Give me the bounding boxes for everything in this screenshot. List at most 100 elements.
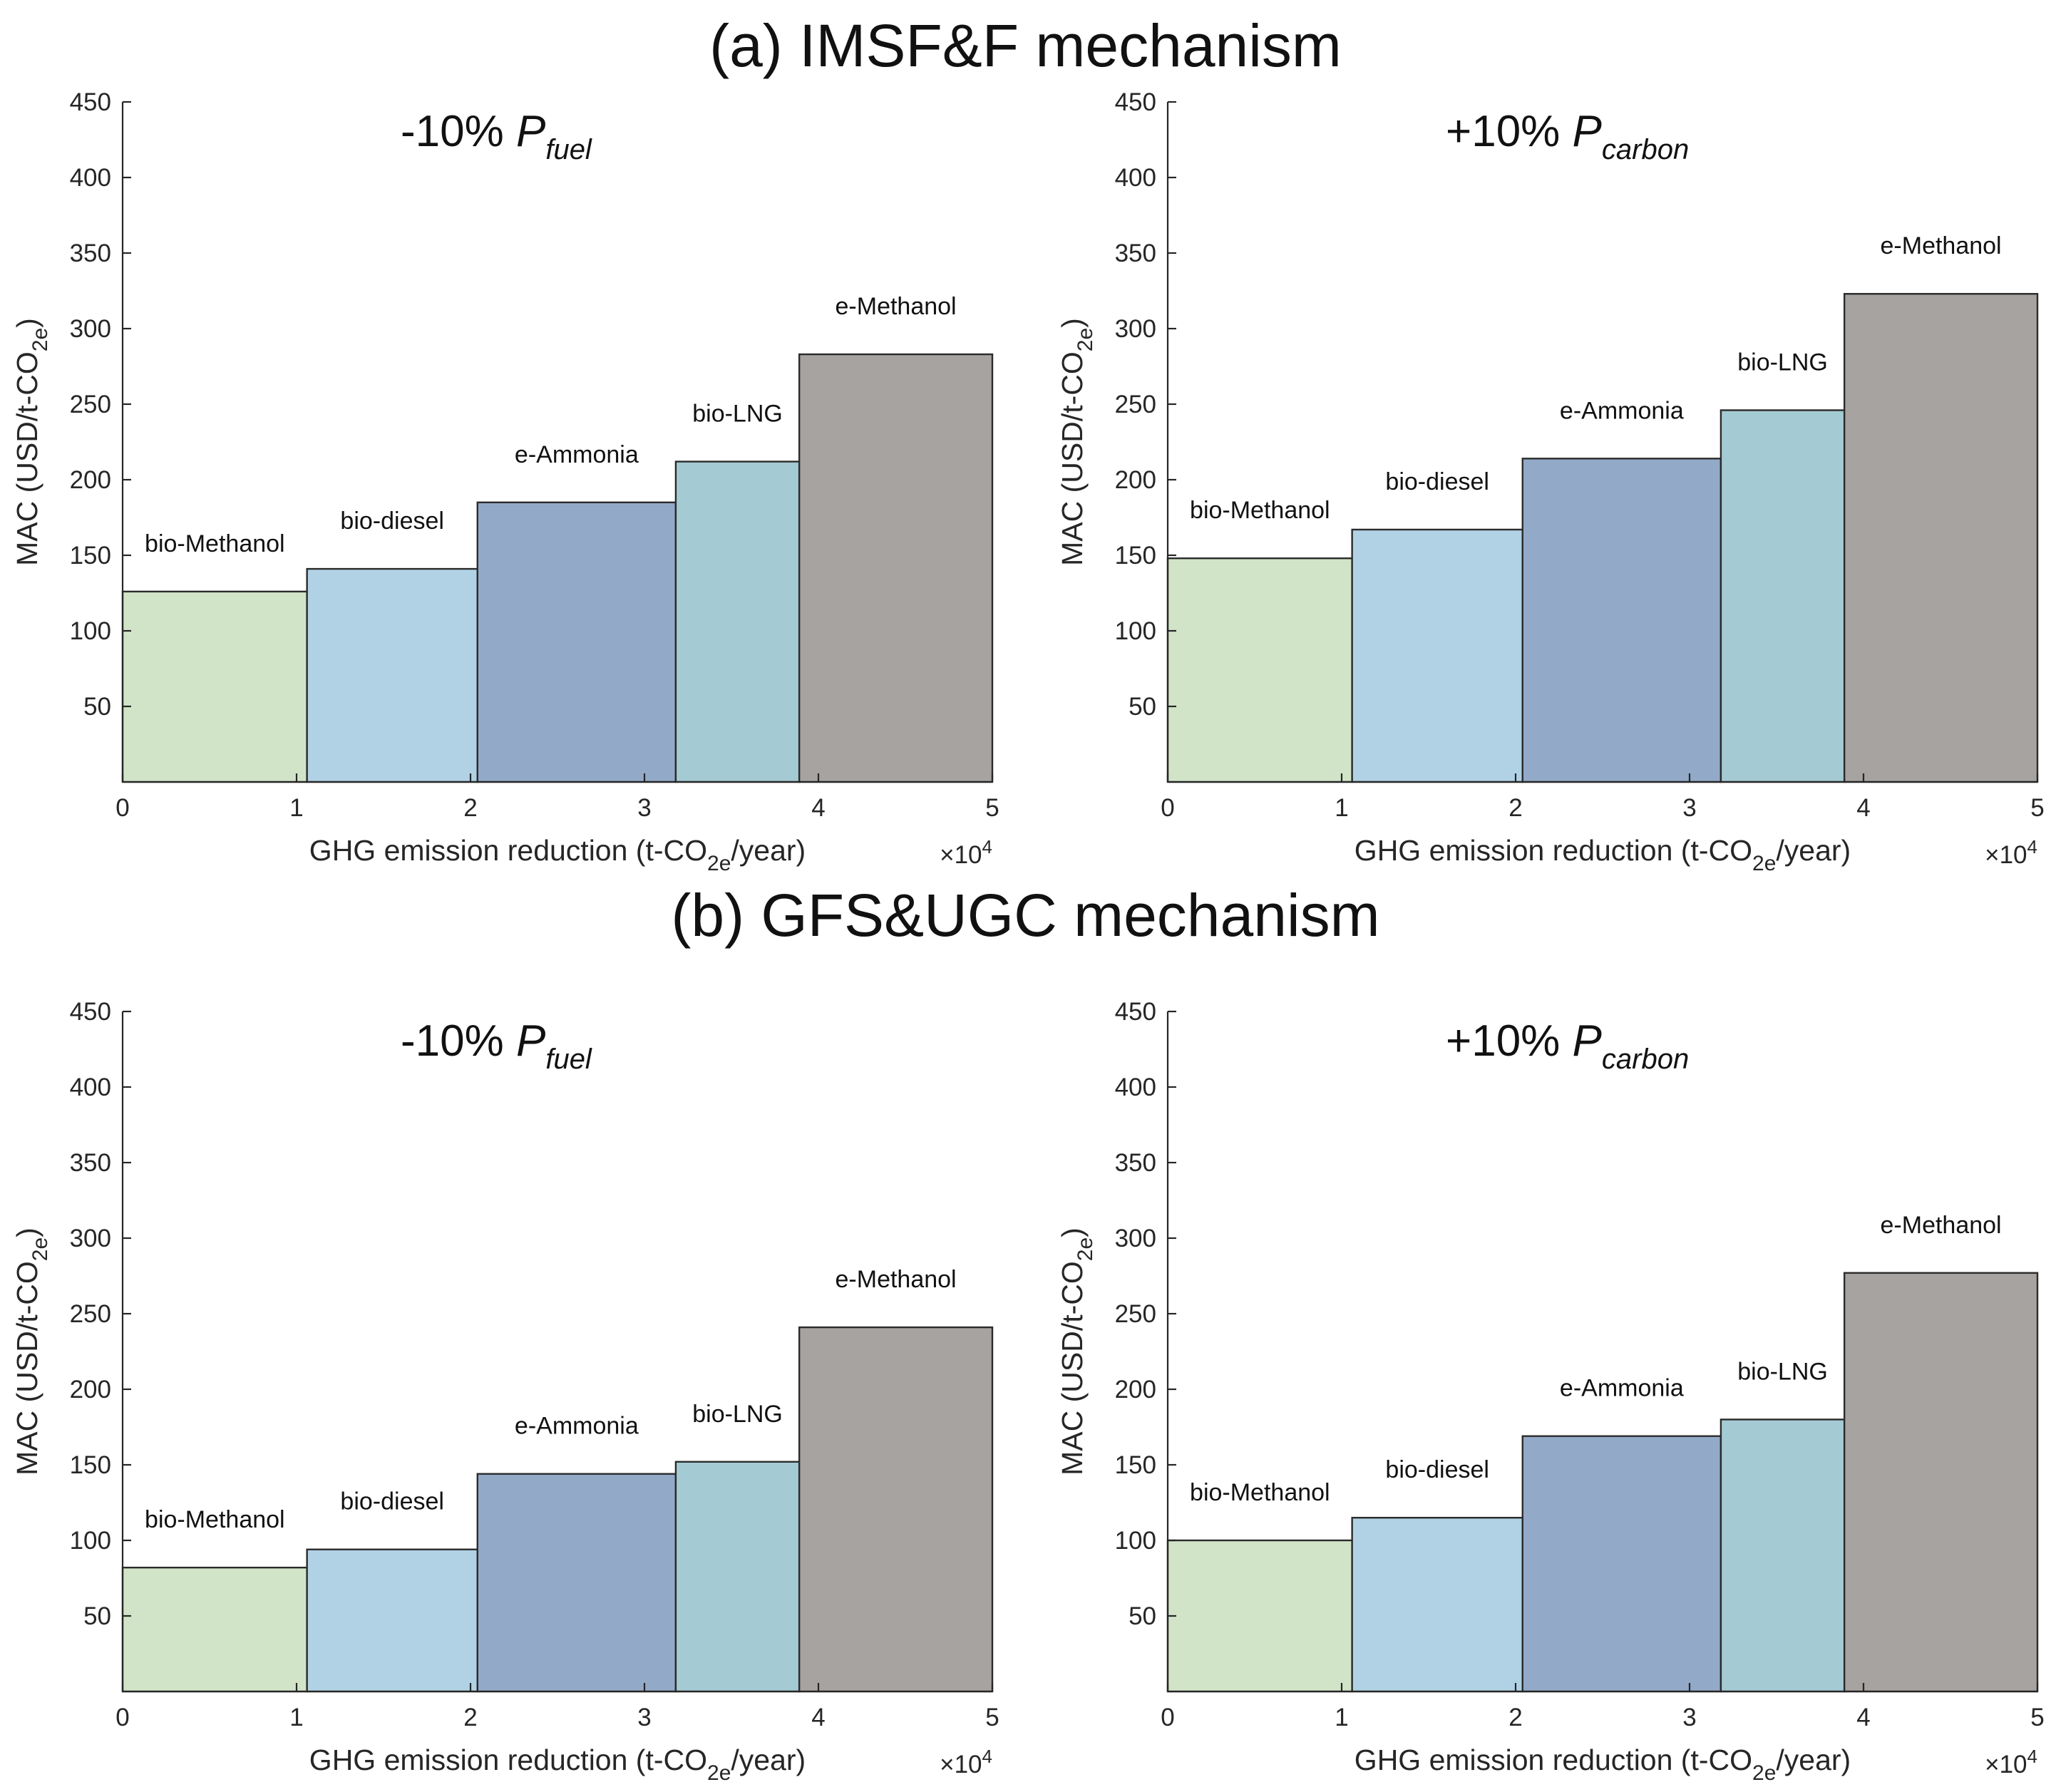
x-axis-label: GHG emission reduction (t-CO2e/year): [1355, 834, 1851, 875]
y-tick-label: 400: [1115, 1073, 1156, 1101]
chart-panel-4: bio-Methanol bio-diesel e-Ammonia bio-LNG e-…: [1056, 998, 2045, 1785]
bar-e-methanol: [1843, 1272, 2039, 1693]
x-tick-label: 0: [115, 794, 129, 822]
y-tick-label: 450: [70, 88, 111, 116]
bar-e-methanol: [798, 353, 994, 783]
x-tick-label: 4: [1856, 1704, 1870, 1731]
x-tick-label: 5: [2030, 794, 2044, 822]
x-tick-label: 3: [1682, 794, 1696, 822]
chart-panel-3: bio-Methanol bio-diesel e-Ammonia bio-LNG e-…: [11, 998, 999, 1785]
bar-bio-lng: [674, 1461, 801, 1693]
bar-label-e-ammonia: e-Ammonia: [1560, 397, 1684, 424]
x-tick-label: 1: [289, 1704, 303, 1731]
bar-bio-methanol: [1166, 557, 1353, 783]
bar-label-bio-methanol: bio-Methanol: [145, 530, 285, 557]
bar-bio-lng: [1720, 1418, 1846, 1693]
x-tick-label: 2: [463, 794, 477, 822]
x-tick-label: 4: [811, 1704, 825, 1731]
bar-bio-lng: [1720, 409, 1846, 783]
bar-label-bio-lng: bio-LNG: [692, 1401, 783, 1428]
chart-panel-1: bio-Methanol bio-diesel e-Ammonia bio-LNG e-…: [11, 88, 999, 875]
y-tick-label: 50: [83, 1602, 111, 1630]
y-tick-label: 250: [70, 1300, 111, 1328]
x-tick-label: 1: [1335, 794, 1348, 822]
bar-e-ammonia: [1521, 1435, 1722, 1693]
y-tick-label: 150: [70, 542, 111, 570]
bar-e-ammonia: [476, 1473, 677, 1693]
panel-title: +10% Pcarbon: [1446, 107, 1689, 165]
bar-e-ammonia: [1521, 458, 1722, 783]
bar-label-e-methanol: e-Methanol: [836, 1266, 957, 1293]
section-title-b: (b) GFS&UGC mechanism: [671, 882, 1380, 949]
x-multiplier: ×104: [1985, 1746, 2037, 1778]
bar-bio-diesel: [306, 567, 478, 783]
y-axis-label: MAC (USD/t-CO2e): [11, 318, 52, 566]
y-tick-label: 400: [70, 164, 111, 192]
x-tick-label: 4: [1856, 794, 1870, 822]
bar-label-e-methanol: e-Methanol: [1881, 232, 2002, 259]
y-tick-label: 300: [70, 1225, 111, 1252]
x-tick-label: 0: [1161, 794, 1174, 822]
y-tick-label: 50: [1129, 1602, 1156, 1630]
x-tick-label: 3: [1682, 1704, 1696, 1731]
bar-label-bio-diesel: bio-diesel: [340, 1488, 444, 1515]
bar-label-bio-methanol: bio-Methanol: [1190, 1479, 1330, 1506]
bar-bio-methanol: [121, 1566, 308, 1693]
bar-bio-methanol: [1166, 1539, 1353, 1693]
bar-label-bio-diesel: bio-diesel: [1385, 468, 1489, 495]
y-axis-label: MAC (USD/t-CO2e): [11, 1227, 52, 1476]
bar-bio-diesel: [306, 1548, 478, 1693]
x-tick-label: 3: [637, 794, 651, 822]
bar-label-e-methanol: e-Methanol: [1881, 1212, 2002, 1239]
y-tick-label: 450: [1115, 88, 1156, 116]
y-tick-label: 350: [1115, 240, 1156, 267]
x-multiplier: ×104: [940, 836, 992, 869]
y-tick-label: 100: [70, 1527, 111, 1555]
y-tick-label: 450: [1115, 998, 1156, 1026]
x-multiplier: ×104: [1985, 836, 2037, 869]
bar-label-bio-lng: bio-LNG: [1737, 349, 1828, 376]
y-tick-label: 200: [1115, 466, 1156, 494]
x-tick-label: 4: [811, 794, 825, 822]
x-tick-label: 5: [2030, 1704, 2044, 1731]
panel-title: +10% Pcarbon: [1446, 1016, 1689, 1075]
y-tick-label: 150: [1115, 1451, 1156, 1479]
y-tick-label: 350: [70, 1149, 111, 1177]
y-tick-label: 400: [70, 1073, 111, 1101]
y-tick-label: 100: [1115, 1527, 1156, 1555]
y-tick-label: 50: [83, 693, 111, 721]
bar-label-bio-diesel: bio-diesel: [340, 508, 444, 535]
y-tick-label: 100: [1115, 617, 1156, 645]
bar-label-bio-diesel: bio-diesel: [1385, 1456, 1489, 1483]
y-tick-label: 150: [70, 1451, 111, 1479]
x-tick-label: 2: [1508, 794, 1522, 822]
y-tick-label: 250: [1115, 1300, 1156, 1328]
y-tick-label: 200: [70, 466, 111, 494]
x-tick-label: 2: [463, 1704, 477, 1731]
y-axis-label: MAC (USD/t-CO2e): [1056, 1227, 1097, 1476]
y-tick-label: 300: [1115, 1225, 1156, 1252]
y-axis-label: MAC (USD/t-CO2e): [1056, 318, 1097, 566]
y-tick-label: 250: [70, 391, 111, 418]
y-tick-label: 150: [1115, 542, 1156, 570]
x-multiplier: ×104: [940, 1746, 992, 1778]
bar-label-e-ammonia: e-Ammonia: [515, 441, 639, 468]
x-tick-label: 0: [115, 1704, 129, 1731]
chart-panel-2: bio-Methanol bio-diesel e-Ammonia bio-LNG e-…: [1056, 88, 2045, 875]
y-tick-label: 100: [70, 617, 111, 645]
y-tick-label: 300: [1115, 315, 1156, 343]
y-tick-label: 250: [1115, 391, 1156, 418]
panel-title: -10% Pfuel: [401, 107, 592, 165]
x-tick-label: 5: [985, 794, 999, 822]
bar-bio-diesel: [1351, 1516, 1523, 1693]
section-title-a: (a) IMSF&F mechanism: [709, 12, 1342, 79]
x-tick-label: 0: [1161, 1704, 1174, 1731]
x-tick-label: 2: [1508, 1704, 1522, 1731]
y-tick-label: 350: [70, 240, 111, 267]
y-tick-label: 450: [70, 998, 111, 1026]
panel-title: -10% Pfuel: [401, 1016, 592, 1075]
bar-label-e-ammonia: e-Ammonia: [515, 1413, 639, 1440]
bar-e-methanol: [1843, 293, 2039, 783]
bar-label-bio-methanol: bio-Methanol: [1190, 497, 1330, 524]
